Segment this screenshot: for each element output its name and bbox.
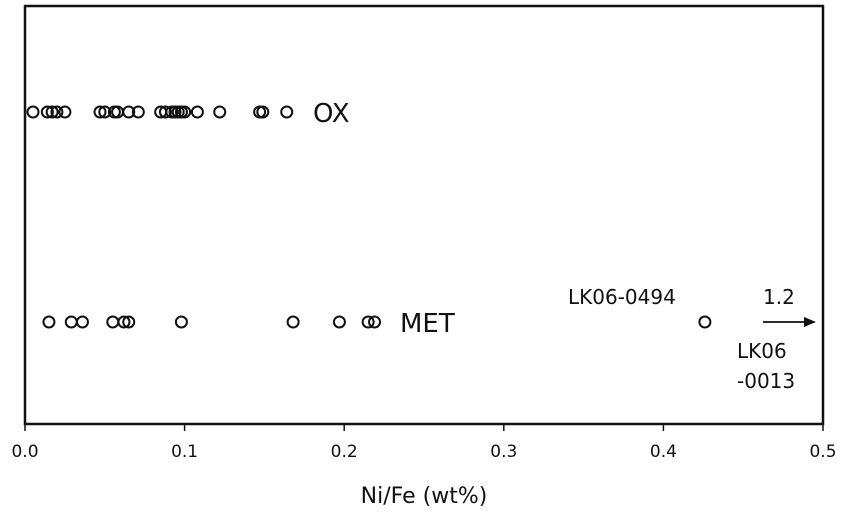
data-point-ox — [131, 105, 145, 119]
data-point-met — [106, 315, 120, 329]
data-point-ox — [58, 105, 72, 119]
x-tick-label: 0.1 — [171, 442, 198, 462]
data-point-ox — [190, 105, 204, 119]
data-point-met — [117, 315, 131, 329]
data-point-ox — [93, 105, 107, 119]
offscale-label-line2: -0013 — [737, 369, 795, 393]
x-tick-label: 0.3 — [490, 442, 517, 462]
data-point-ox — [256, 105, 270, 119]
x-tick-label: 0.5 — [809, 442, 836, 462]
series-label-met: MET — [400, 309, 455, 339]
data-point-ox — [280, 105, 294, 119]
offscale-label-line1: LK06 — [737, 339, 787, 363]
data-point-ox — [40, 105, 54, 119]
data-point-ox — [45, 105, 59, 119]
data-point-ox — [26, 105, 40, 119]
data-point-ox — [178, 105, 192, 119]
data-point-met — [368, 315, 382, 329]
offscale-value: 1.2 — [763, 285, 795, 309]
data-point-met — [361, 315, 375, 329]
x-tick-label: 0.4 — [650, 442, 677, 462]
data-point-met — [122, 315, 136, 329]
data-points — [26, 105, 712, 329]
data-point-met — [698, 315, 712, 329]
x-axis-label: Ni/Fe (wt%) — [361, 484, 488, 509]
series-label-ox: OX — [313, 99, 350, 129]
data-point-ox — [158, 105, 172, 119]
data-point-met — [75, 315, 89, 329]
data-point-ox — [98, 105, 112, 119]
data-point-ox — [122, 105, 136, 119]
x-tick-label: 0.2 — [331, 442, 358, 462]
x-tick-label: 0.0 — [11, 442, 38, 462]
data-point-met — [332, 315, 346, 329]
data-point-met — [64, 315, 78, 329]
data-point-ox — [213, 105, 227, 119]
x-axis-ticks: 0.0 0.1 0.2 0.3 0.4 0.5 — [11, 424, 837, 462]
data-point-met — [42, 315, 56, 329]
data-point-met — [174, 315, 188, 329]
data-point-met — [286, 315, 300, 329]
offscale-arrow-icon — [763, 317, 816, 327]
plot-frame — [23, 4, 825, 426]
data-point-ox — [50, 105, 64, 119]
point-annotation: LK06-0494 — [568, 285, 676, 309]
